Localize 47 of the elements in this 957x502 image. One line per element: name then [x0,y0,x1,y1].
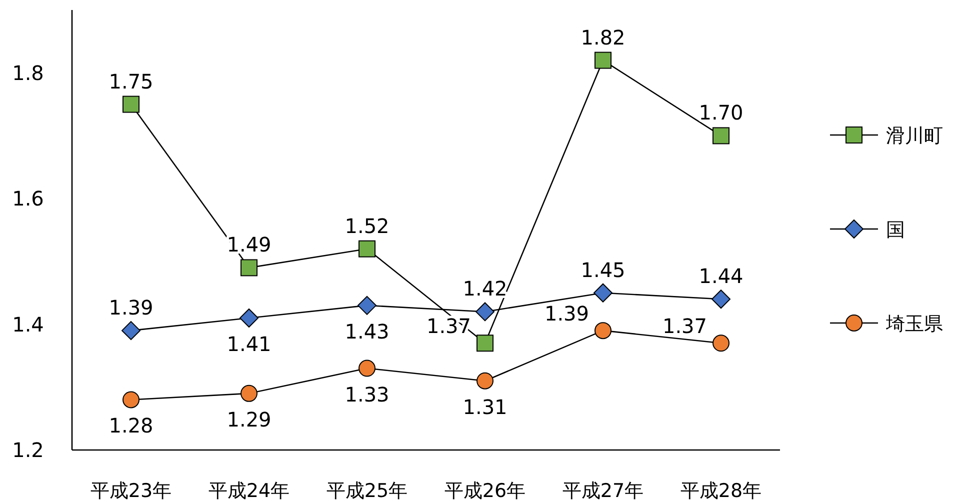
data-label: 1.43 [344,319,390,344]
point [358,360,376,377]
point [594,283,612,302]
data-label: 1.28 [108,414,154,438]
y-tick-label: 1.6 [12,186,44,211]
point [594,52,612,69]
point [358,240,376,258]
point [240,384,258,402]
point [122,391,140,408]
point [476,302,494,322]
x-tick-label: 平成27年 [562,480,644,502]
y-tick-label: 1.2 [12,438,44,462]
point [476,372,494,390]
data-label: 1.75 [108,69,154,94]
legend-label: 滑川町 [886,125,943,147]
data-label: 1.33 [344,382,390,406]
data-label: 1.29 [226,407,272,432]
x-tick-label: 平成23年 [90,480,172,502]
point [358,296,376,315]
point [712,334,730,352]
point [240,259,258,276]
data-label: 1.70 [698,100,744,125]
y-tick-label: 1.4 [12,312,44,336]
x-tick-label: 平成28年 [680,480,762,502]
x-tick-label: 平成26年 [444,480,526,502]
data-label: 1.42 [462,276,508,301]
x-tick-label: 平成25年 [326,480,408,502]
x-tick-label: 平成24年 [208,480,290,502]
point [594,322,612,340]
legend-label: 埼玉県 [885,313,943,335]
y-tick-label: 1.8 [12,60,44,85]
data-label: 1.39 [108,296,154,320]
point [712,290,730,309]
data-label: 1.45 [580,258,626,282]
point [240,308,258,328]
data-label: 1.31 [462,394,508,419]
data-label: 1.39 [544,302,589,326]
legend-label: 国 [886,219,905,241]
data-label: 1.44 [698,264,744,288]
point [476,334,494,352]
point [122,96,140,113]
data-label: 1.82 [580,25,626,50]
point [712,127,730,144]
data-label: 1.37 [662,314,707,338]
point [122,321,140,340]
data-label: 1.52 [344,214,390,238]
data-label: 1.41 [226,332,272,356]
